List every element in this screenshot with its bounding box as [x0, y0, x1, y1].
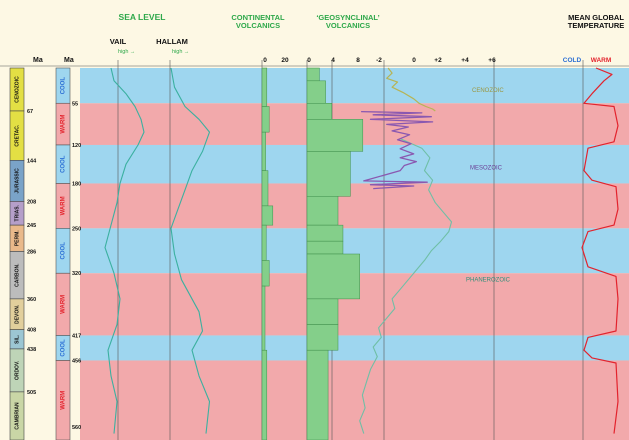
- geosynclinal-tick-8: 8: [356, 57, 360, 64]
- period-label-5: CARBON.: [14, 263, 20, 287]
- ma-tick-left-3: 245: [27, 223, 36, 229]
- continental-tick-20: 20: [281, 57, 289, 64]
- isotope-tick-0: -2: [376, 57, 382, 64]
- mesozoic-series-label: MESOZOIC: [470, 165, 503, 171]
- continental-volcanics-bar-1: [261, 106, 270, 133]
- period-label-3: TRIAS.: [14, 204, 20, 221]
- ma-tick-right-1: 120: [72, 143, 81, 149]
- isotope-tick-4: +6: [488, 57, 496, 64]
- continental-volcanics-bar-2: [261, 131, 266, 171]
- climate-label-7: WARM: [61, 391, 67, 410]
- geosynclinal-volcanics-bar-5: [306, 196, 339, 226]
- mesozoic-isotope-line: [361, 110, 434, 190]
- climate-label-2: COOL: [61, 155, 67, 173]
- ma-tick-left-5: 360: [27, 297, 36, 303]
- cenozoic-isotope-line: [386, 67, 436, 112]
- continental-volcanics-bar-5: [261, 224, 267, 261]
- continental-volcanics-bar-3: [261, 170, 269, 207]
- continental-volcanics-bar-6: [261, 260, 270, 287]
- isotope-tick-1: 0: [412, 57, 416, 64]
- geosynclinal-volcanics-bar-11: [306, 349, 329, 440]
- cenozoic-series-label: CENOZOIC: [472, 88, 504, 94]
- geosynclinal-header-line1: ‘GEOSYNCLINAL’: [316, 13, 379, 22]
- isotope-tick-3: +4: [461, 57, 469, 64]
- geosynclinal-volcanics-bar-1: [306, 80, 326, 104]
- temperature-header-line1: MEAN GLOBAL: [568, 13, 624, 22]
- ma-left-header: Ma: [33, 57, 43, 64]
- ma-right-header: Ma: [64, 57, 74, 64]
- phanerozoic-series-label: PHANEROZOIC: [466, 278, 511, 284]
- vail-header: VAIL: [110, 37, 127, 46]
- climate-label-5: WARM: [61, 295, 67, 314]
- climate-label-4: COOL: [61, 242, 67, 260]
- period-label-9: CAMBRIAN: [14, 402, 20, 430]
- isotope-tick-2: +2: [434, 57, 442, 64]
- sea-level-header: SEA LEVEL: [119, 12, 166, 22]
- geosynclinal-volcanics-bar-2: [306, 103, 333, 120]
- ma-tick-left-2: 208: [27, 199, 36, 205]
- continental-volcanics-bar-0: [261, 67, 268, 107]
- geosynclinal-volcanics-bar-9: [306, 298, 339, 325]
- period-label-0: CENOZOIC: [14, 76, 20, 103]
- climate-box-7: [55, 360, 71, 440]
- period-label-6: DEVON.: [14, 304, 20, 324]
- ma-tick-left-1: 144: [27, 158, 37, 164]
- ma-tick-right-5: 417: [72, 333, 81, 339]
- vail-high-label: high →: [118, 49, 135, 55]
- period-label-2: JURASSIC: [14, 168, 20, 194]
- climate-label-0: COOL: [61, 77, 67, 95]
- climate-band-6: [80, 335, 629, 361]
- geosynclinal-header-line2: VOLCANICS: [326, 21, 370, 30]
- ma-tick-right-0: 55: [72, 101, 78, 107]
- period-label-8: ORDOV.: [14, 360, 20, 380]
- geosynclinal-volcanics-bar-0: [306, 67, 320, 82]
- ma-tick-left-4: 286: [27, 249, 36, 255]
- continental-header-line1: CONTINENTAL: [231, 13, 285, 22]
- period-label-4: PERM.: [14, 230, 20, 246]
- climate-band-0: [80, 68, 629, 104]
- warm-label: WARM: [591, 57, 612, 64]
- climate-label-3: WARM: [61, 196, 67, 215]
- geosynclinal-volcanics-bar-10: [306, 324, 339, 351]
- ma-tick-right-6: 456: [72, 358, 81, 364]
- climate-label-6: COOL: [61, 339, 67, 357]
- vail-sea-level-line: [104, 67, 145, 434]
- ma-tick-right-3: 250: [72, 226, 81, 232]
- phanerozoic-isotope-line: [359, 138, 453, 434]
- climate-band-3: [80, 183, 629, 229]
- ma-tick-left-7: 438: [27, 347, 36, 353]
- geosynclinal-volcanics-bar-8: [306, 253, 360, 300]
- ma-tick-right-7: 560: [72, 425, 81, 431]
- climate-band-7: [80, 360, 629, 440]
- continental-header-line2: VOLCANICS: [236, 21, 280, 30]
- hallam-high-label: high →: [172, 49, 189, 55]
- geosynclinal-volcanics-bar-6: [306, 224, 344, 242]
- ma-tick-left-8: 505: [27, 390, 36, 396]
- ma-tick-left-6: 408: [27, 328, 36, 334]
- hallam-header: HALLAM: [156, 37, 188, 46]
- geosynclinal-volcanics-bar-4: [306, 151, 351, 197]
- mean-temperature-line: [581, 67, 619, 434]
- continental-volcanics-bar-7: [261, 285, 266, 351]
- ma-tick-right-4: 320: [72, 271, 81, 277]
- temperature-header-line2: TEMPERATURE: [568, 21, 625, 30]
- ma-tick-right-2: 180: [72, 181, 81, 187]
- period-label-7: SIL.: [14, 334, 20, 344]
- continental-volcanics-bar-4: [261, 205, 274, 226]
- cold-label: COLD: [563, 57, 582, 64]
- continental-volcanics-bar-8: [261, 349, 268, 440]
- continental-tick-0: 0: [263, 57, 267, 64]
- ma-tick-left-0: 67: [27, 109, 33, 115]
- hallam-sea-level-line: [170, 67, 211, 434]
- geosynclinal-tick-4: 4: [331, 57, 335, 64]
- geosynclinal-tick-0: 0: [307, 57, 311, 64]
- geosynclinal-volcanics-bar-7: [306, 240, 344, 255]
- period-label-1: CRETAC.: [14, 124, 20, 146]
- geosynclinal-volcanics-bar-3: [306, 119, 364, 152]
- climate-label-1: WARM: [61, 115, 67, 134]
